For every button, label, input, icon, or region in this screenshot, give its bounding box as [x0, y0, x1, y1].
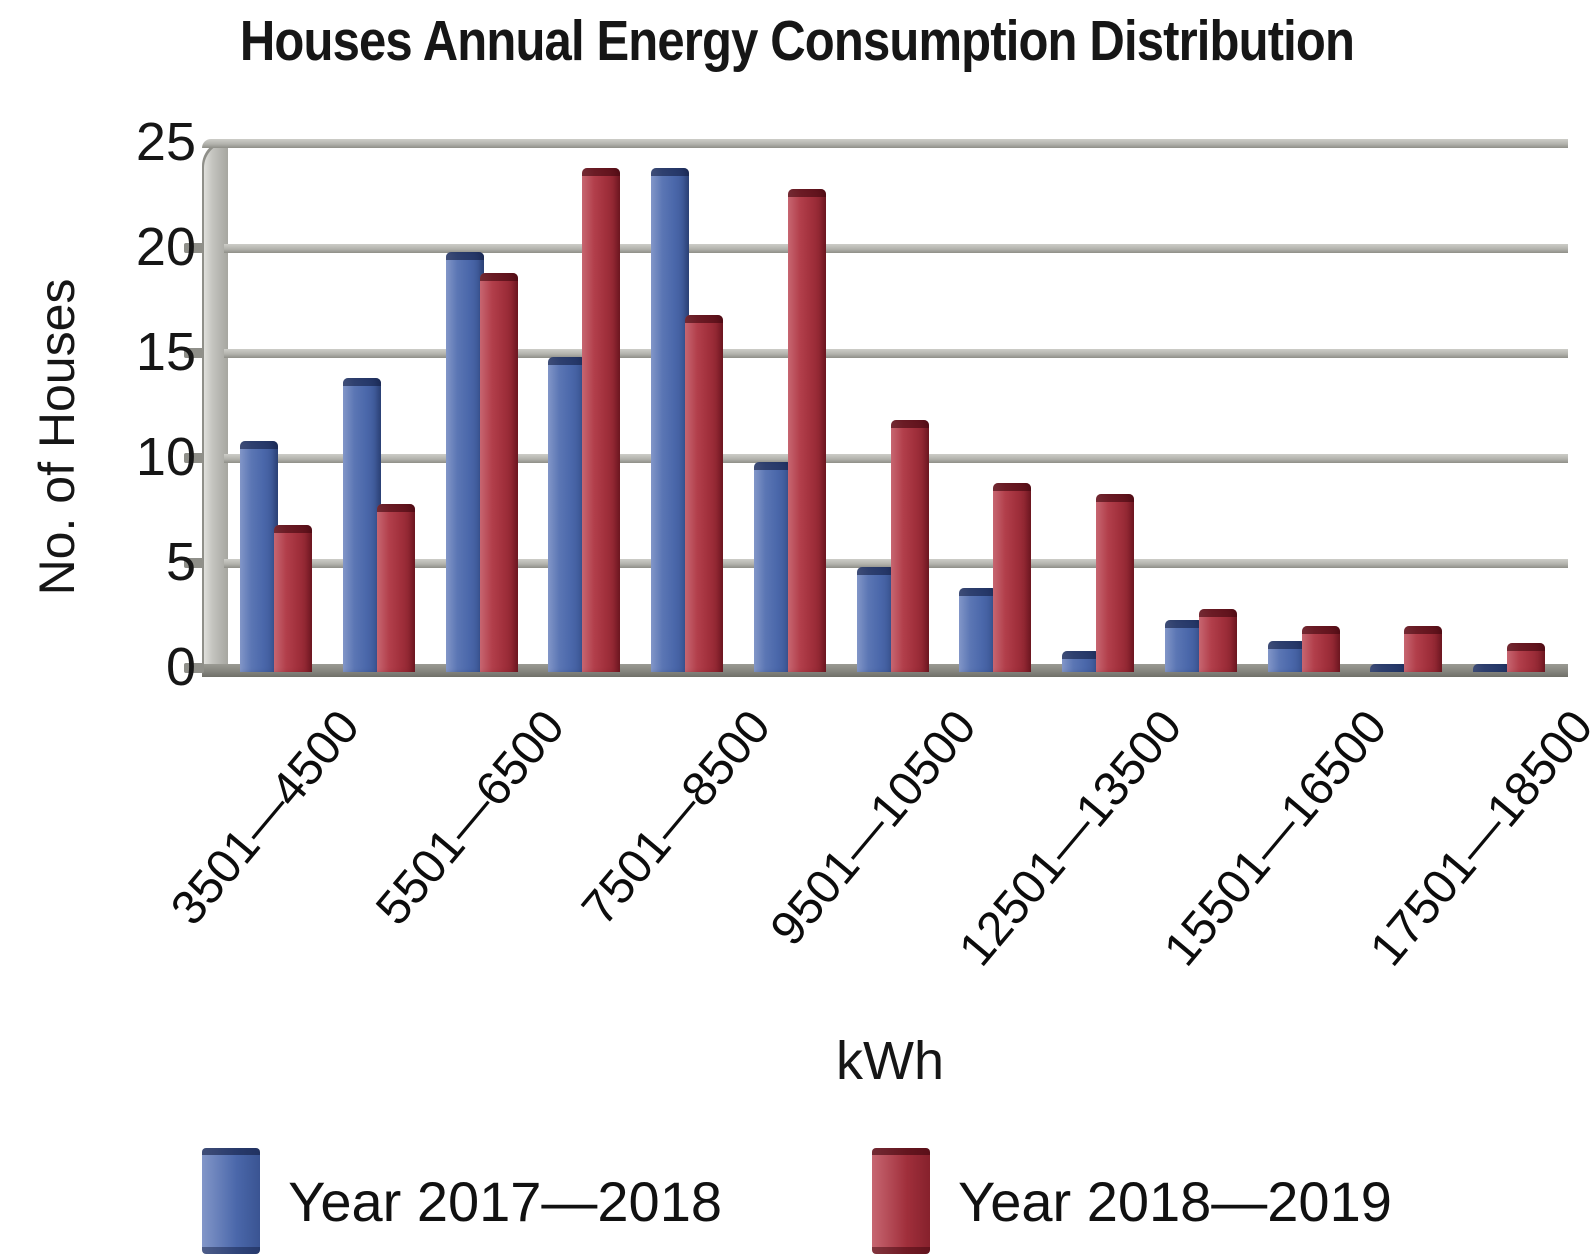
y-tick-label-10: 10	[135, 427, 196, 487]
x-tick-label-4: 9501—10500	[760, 700, 987, 956]
legend-label-2017: Year 2017—2018	[288, 1169, 722, 1233]
bar-2018-2019	[582, 168, 621, 672]
bar-2018-2019	[685, 315, 724, 672]
legend-item-2018: Year 2018—2019	[872, 1148, 1392, 1254]
bar-2017-2018	[1267, 640, 1306, 672]
bar-2017-2018	[445, 252, 484, 672]
x-axis-label: kWh	[836, 1031, 944, 1091]
legend: Year 2017—2018 Year 2018—2019	[0, 1148, 1594, 1254]
bar-2018-2019	[274, 525, 312, 672]
bar-2017-2018	[548, 357, 587, 672]
x-tick-label-3: 7501—8500	[572, 700, 781, 936]
y-axis-tick-mark	[184, 663, 204, 673]
y-axis-wall	[202, 140, 228, 677]
bar-2018-2019	[993, 483, 1032, 672]
bar-2018-2019	[1507, 642, 1546, 672]
bar-2017-2018	[1473, 663, 1512, 672]
bar-2018-2019	[376, 504, 415, 672]
y-axis-tick-mark	[184, 348, 204, 358]
y-tick-label-5: 5	[165, 532, 196, 592]
bar-2018-2019	[1301, 625, 1340, 672]
x-tick-label-6: 15501—16500	[1154, 700, 1398, 976]
bar-2018-2019	[1198, 609, 1237, 672]
x-tick-label-2: 5501—6500	[366, 700, 576, 936]
bar-2017-2018	[856, 567, 895, 672]
bar-2017-2018	[651, 168, 690, 672]
gridline-25	[202, 139, 1568, 148]
legend-item-2017: Year 2017—2018	[202, 1148, 722, 1254]
y-tick-label-25: 25	[135, 112, 196, 172]
bar-2018-2019	[890, 420, 929, 672]
y-tick-label-0: 0	[165, 637, 196, 697]
x-tick-label-7: 17501—18500	[1359, 700, 1594, 976]
gridline-15	[224, 349, 1568, 358]
bar-2017-2018	[240, 441, 278, 672]
chart-title: Houses Annual Energy Consumption Distrib…	[239, 9, 1355, 73]
bar-2017-2018	[1370, 663, 1409, 672]
x-tick-label-1: 3501—4500	[161, 700, 370, 936]
legend-swatch-2017	[202, 1148, 261, 1254]
bar-2018-2019	[479, 273, 518, 672]
bar-2018-2019	[1096, 493, 1135, 672]
bar-2017-2018	[753, 462, 792, 672]
y-axis-tick-mark	[184, 243, 204, 253]
gridline-20	[224, 244, 1568, 253]
legend-label-2018: Year 2018—2019	[958, 1169, 1392, 1233]
bar-2017-2018	[959, 588, 998, 672]
bar-2018-2019	[787, 189, 826, 672]
y-tick-label-20: 20	[135, 217, 196, 277]
x-tick-label-5: 12501—13500	[948, 700, 1192, 976]
bar-2017-2018	[1164, 619, 1203, 672]
y-tick-label-15: 15	[135, 322, 196, 382]
bar-2017-2018	[342, 378, 381, 672]
y-axis-tick-mark	[184, 558, 204, 568]
bar-2018-2019	[1404, 625, 1443, 672]
legend-swatch-2018	[872, 1148, 930, 1254]
y-axis-tick-mark	[184, 453, 204, 463]
bar-2017-2018	[1062, 651, 1101, 672]
